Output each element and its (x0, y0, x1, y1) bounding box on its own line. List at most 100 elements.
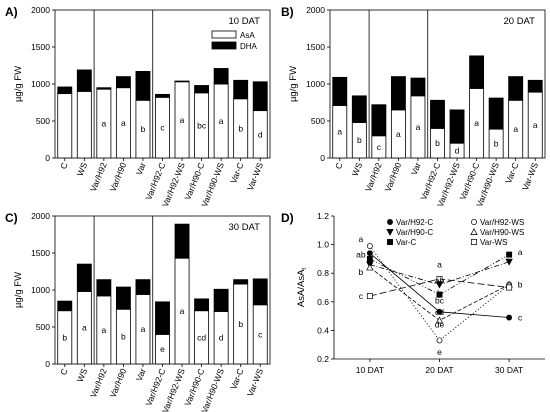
x-tick-label: Var/H90 (108, 161, 129, 193)
bar-letter: a (396, 129, 401, 139)
legend-label-Var/H92-C: Var/H92-C (396, 218, 433, 227)
x-tick-label: WS (350, 161, 365, 178)
legend-label-dha: DHA (240, 42, 258, 51)
bar-letter: a (219, 116, 224, 126)
bar-letter: a (533, 120, 538, 130)
x-tick-label: Var-WS (245, 367, 265, 398)
line-Var/H92-WS (369, 245, 510, 341)
y-tick-label: 0 (45, 359, 50, 369)
bar-dha-Var/H90-C (194, 298, 210, 312)
y-tick-label: 500 (311, 116, 325, 126)
x-tick-label: Var (134, 367, 148, 383)
legend-marker-Var/H92-WS (471, 219, 477, 225)
legend-label-Var/H90-WS: Var/H90-WS (480, 228, 524, 237)
y-tick-label: 0.2 (317, 354, 329, 364)
y-tick-label: 1500 (31, 248, 50, 258)
point-Var-C (506, 251, 513, 258)
point-Var/H90-C (435, 281, 444, 289)
bar-letter: c (377, 142, 382, 152)
bar-dha-Var/H92-C (155, 301, 170, 335)
bar-dha-Var/H92 (96, 87, 112, 90)
y-axis-label: µg/g FW (288, 66, 299, 102)
x-tick-label: Var/H90 (108, 367, 129, 399)
point-Var/H92-C (436, 308, 443, 315)
x-tick-label: C (58, 367, 70, 376)
bar-letter: d (258, 129, 263, 139)
point-letter: b (437, 288, 442, 298)
bar-letter: b (238, 319, 243, 329)
bar-dha-Var-C (233, 79, 249, 100)
legend-swatch-dha (211, 41, 237, 50)
panel-letter: D) (281, 211, 294, 225)
bar-letter: d (219, 333, 224, 343)
y-tick-label: 0 (45, 153, 50, 163)
bar-dha-Var/H92-C (430, 99, 445, 129)
bar-letter: e (160, 344, 165, 354)
bar-letter: b (62, 332, 67, 342)
bar-dha-Var/H92-WS (449, 109, 465, 144)
bar-letter: a (180, 115, 185, 125)
panel-title: 10 DAT (228, 16, 260, 27)
panel-letter: A) (5, 5, 18, 19)
y-axis-label: µg/g FW (13, 66, 24, 102)
point-Var-C (436, 291, 443, 298)
bar-dha-Var/H90-WS (213, 68, 229, 85)
x-tick-label: Var/H90 (383, 161, 404, 193)
y-tick-label: 0.8 (317, 268, 329, 278)
panel-title: 30 DAT (228, 222, 260, 233)
y-tick-label: 2000 (306, 5, 325, 15)
point-letter: ab (356, 250, 366, 260)
y-tick-label: 2000 (31, 211, 50, 221)
bar-dha-Var/H90-WS (488, 97, 504, 130)
y-tick-label: 0.6 (317, 297, 329, 307)
legend-marker-Var-WS (471, 239, 477, 245)
point-letter: a (437, 260, 442, 270)
x-tick-label: Var-C (228, 367, 245, 391)
legend-label-asa: AsA (240, 31, 255, 40)
bar-letter: c (258, 329, 263, 339)
y-tick-label: 1000 (31, 79, 50, 89)
point-letter: b (518, 280, 523, 290)
bar-letter: a (337, 127, 342, 137)
legend-label-Var/H92-WS: Var/H92-WS (480, 218, 524, 227)
x-tick-label: Var-C (503, 161, 520, 185)
point-Var/H92-WS (436, 337, 443, 344)
bar-dha-WS (76, 69, 92, 92)
legend-label-Var-C: Var-C (396, 238, 417, 247)
bar-dha-Var/H90-WS (213, 288, 229, 312)
bar-asa-C (57, 93, 73, 159)
bar-dha-Var/H90-C (469, 55, 485, 89)
panel-ratio-line-chart: D) 0.2 0.4 0.6 0.8 1.0 1.2 10 DAT 20 DAT 30 DAT As… (281, 211, 545, 375)
point-Var-C (366, 255, 373, 262)
x-tick-label: Var/H92 (363, 161, 384, 193)
bar-dha-C (332, 76, 348, 106)
bar-dha-Var/H90-C (194, 85, 210, 94)
bar-dha-Var-WS (252, 278, 268, 306)
y-tick-label: 500 (36, 116, 50, 126)
x-tick-label: WS (75, 367, 90, 384)
legend-marker-Var-C (387, 239, 393, 245)
point-letter: a (359, 234, 364, 244)
y-tick-label: 1000 (31, 285, 50, 295)
x-tick-label: Var-WS (520, 161, 540, 192)
bar-letter: a (121, 118, 126, 128)
bar-dha-Var/H92-WS (174, 223, 190, 259)
x-tick-label: Var-C (228, 161, 245, 185)
point-letter: c (518, 313, 523, 323)
bar-letter: b (141, 124, 146, 134)
y-axis-label: µg/g FW (13, 272, 24, 308)
x-tick-label: C (333, 161, 345, 170)
y-axis-label: AsA/AsAt (296, 268, 308, 308)
bar-asa-WS (76, 91, 92, 159)
y-tick-label: 500 (36, 322, 50, 332)
y-tick-label: 2000 (31, 5, 50, 15)
bar-letter: a (101, 325, 106, 335)
point-Var/H92-C (366, 250, 373, 257)
point-Var/H92-C (506, 314, 513, 321)
x-tick-label: 30 DAT (495, 365, 523, 375)
legend-label-Var-WS: Var-WS (480, 238, 507, 247)
x-tick-label: Var (409, 161, 423, 177)
point-letter: a (518, 247, 523, 257)
panel-30-dat: C) 0 500 1000 1500 2000 µg/g FW 30 DAT b Ca WS a Var… (5, 211, 271, 412)
